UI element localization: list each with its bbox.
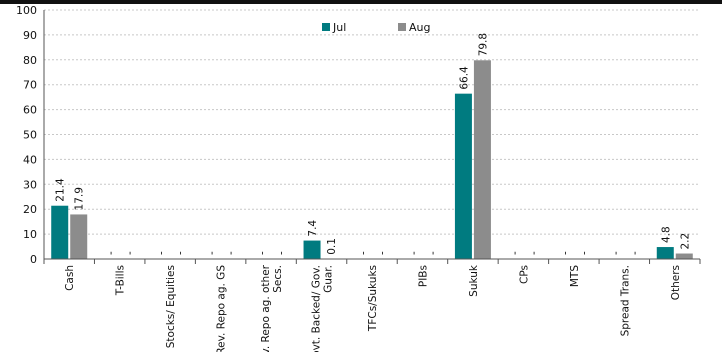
- data-label: -: [528, 251, 540, 255]
- data-label: -: [276, 251, 288, 255]
- data-label: 7.4: [307, 220, 319, 237]
- data-label: 21.4: [55, 178, 67, 202]
- data-label: -: [206, 251, 218, 255]
- bar-jul-8: [454, 93, 472, 259]
- bar-aug-0: [70, 214, 88, 259]
- category-label: MTS: [569, 265, 581, 287]
- data-label: 0.1: [326, 238, 338, 255]
- legend: Jul Aug: [322, 21, 430, 34]
- category-label: T-Bills: [115, 265, 127, 296]
- data-label: -: [610, 251, 622, 255]
- legend-swatch-aug: [398, 23, 406, 31]
- bar-jul-12: [656, 247, 674, 259]
- category-label: Govt. Backed/ Gov.: [311, 265, 323, 352]
- legend-label-jul: Jul: [332, 21, 346, 34]
- category-label: TFCs/Sukuks: [367, 265, 379, 332]
- bar-jul-5: [303, 240, 321, 259]
- y-axis: 0 10 20 30 40 50 60 70 80 90 100: [16, 4, 45, 266]
- data-label: 4.8: [660, 226, 672, 243]
- data-label: -: [105, 251, 117, 255]
- data-label: 2.2: [679, 233, 691, 250]
- legend-label-aug: Aug: [409, 21, 430, 34]
- category-label: Cash: [64, 265, 76, 291]
- y-tick-label: 80: [23, 54, 37, 67]
- data-label: 79.8: [477, 33, 489, 56]
- data-label: -: [358, 251, 370, 255]
- y-tick-label: 60: [23, 104, 37, 117]
- category-label: Guar.: [323, 265, 335, 293]
- category-label: Others: [670, 265, 682, 300]
- data-label: -: [559, 251, 571, 255]
- bar-jul-0: [51, 205, 69, 259]
- legend-swatch-jul: [322, 23, 330, 31]
- data-label: -: [578, 251, 590, 255]
- data-labels: 21.4 17.9 - - - - - - - - 7.4 0.1 - - - - 66.4 79.8 - - - - - -…: [55, 33, 692, 255]
- data-label: -: [509, 251, 521, 255]
- data-label: -: [156, 251, 168, 255]
- data-label: -: [629, 251, 641, 255]
- data-label: 66.4: [458, 66, 470, 90]
- data-label: 17.9: [74, 187, 86, 210]
- x-axis: Cash T-Bills Stocks/ Equities Rev. Repo ag.…: [43, 258, 701, 352]
- category-label: Spread Trans.: [619, 265, 631, 336]
- bar-aug-8: [473, 60, 491, 259]
- y-tick-label: 0: [30, 253, 37, 266]
- data-label: -: [377, 251, 389, 255]
- y-tick-label: 40: [23, 153, 37, 166]
- y-tick-label: 70: [23, 79, 37, 92]
- bars: [51, 60, 693, 259]
- data-label: -: [225, 251, 237, 255]
- category-label: CPs: [518, 265, 530, 284]
- y-tick-label: 90: [23, 29, 37, 42]
- y-tick-label: 20: [23, 203, 37, 216]
- bar-aug-12: [675, 253, 693, 259]
- data-label: -: [408, 251, 420, 255]
- data-label: -: [124, 251, 136, 255]
- category-label: Rev. Repo ag. GS: [216, 265, 228, 352]
- data-label: -: [427, 251, 439, 255]
- y-tick-label: 10: [23, 228, 37, 241]
- category-label: Secs.: [272, 265, 284, 293]
- y-tick-label: 50: [23, 129, 37, 142]
- top-border: [0, 0, 722, 4]
- category-label: Sukuk: [468, 264, 480, 297]
- category-label: Rev. Repo ag. other: [260, 264, 272, 352]
- data-label: -: [257, 251, 269, 255]
- gridlines: [44, 9, 700, 235]
- category-label: Stocks/ Equities: [165, 265, 177, 348]
- y-tick-label: 100: [16, 4, 37, 17]
- data-label: -: [175, 251, 187, 255]
- y-tick-label: 30: [23, 178, 37, 191]
- category-label: PIBs: [417, 265, 429, 287]
